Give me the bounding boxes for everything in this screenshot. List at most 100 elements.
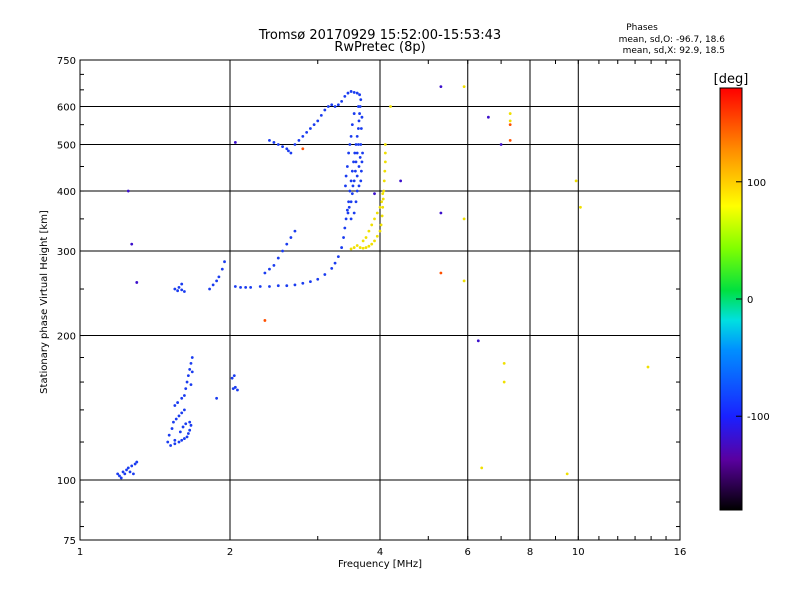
data-point — [330, 266, 334, 270]
data-point — [357, 165, 361, 168]
data-point — [349, 247, 353, 251]
data-point — [355, 134, 359, 138]
data-point — [349, 217, 353, 221]
data-point — [170, 427, 174, 430]
data-point — [358, 93, 361, 97]
colorbar-tick-label: 100 — [747, 178, 766, 189]
data-point — [232, 374, 236, 378]
data-point — [217, 275, 221, 279]
data-point — [236, 388, 239, 392]
data-point — [344, 184, 347, 188]
data-point — [342, 236, 345, 239]
data-point — [373, 239, 376, 243]
data-point — [233, 141, 237, 144]
data-point — [172, 420, 175, 424]
data-point — [382, 189, 386, 193]
data-point — [244, 285, 248, 289]
data-point — [180, 288, 184, 292]
data-point — [272, 263, 276, 267]
data-point — [178, 430, 182, 434]
data-point — [276, 143, 280, 146]
data-point — [301, 147, 305, 151]
data-point — [352, 211, 356, 215]
chart-title: Tromsø 20170929 15:52:00-15:53:43 — [258, 28, 501, 43]
data-point — [508, 123, 512, 127]
data-point — [375, 234, 379, 238]
data-point — [177, 414, 181, 418]
data-point — [357, 119, 361, 123]
data-point — [360, 160, 364, 164]
data-point — [358, 156, 362, 159]
data-point — [354, 200, 358, 204]
data-point — [126, 189, 130, 193]
data-point — [323, 273, 327, 276]
data-point — [285, 284, 289, 288]
colorbar-label: [deg] — [714, 72, 749, 87]
data-point — [439, 85, 443, 89]
data-point — [301, 281, 305, 285]
data-point — [268, 285, 271, 288]
data-point — [502, 361, 506, 365]
data-point — [336, 103, 340, 107]
data-point — [135, 281, 139, 284]
data-point — [354, 143, 358, 146]
data-point — [189, 361, 193, 365]
colorbar-tick-label: -100 — [747, 412, 770, 423]
y-tick-label: 200 — [57, 332, 76, 343]
data-point — [182, 290, 186, 293]
data-point — [355, 244, 359, 247]
data-point — [579, 205, 582, 209]
data-point — [352, 112, 356, 115]
data-point — [346, 211, 350, 215]
data-point — [367, 229, 371, 233]
data-point — [181, 425, 185, 429]
data-point — [281, 145, 284, 149]
data-point — [182, 394, 186, 397]
data-point — [574, 179, 578, 183]
data-points — [116, 85, 650, 480]
data-point — [230, 376, 234, 380]
data-point — [360, 115, 364, 119]
data-point — [345, 165, 349, 168]
data-point — [173, 438, 177, 442]
data-point — [316, 277, 320, 281]
data-point — [350, 169, 354, 173]
gridlines — [80, 60, 680, 540]
data-point — [287, 149, 290, 153]
y-tick-label: 600 — [57, 103, 76, 114]
phase-stats-x-line: mean, sd,X: 92.9, 18.5 — [623, 46, 725, 56]
phase-stats-heading: Phases — [626, 23, 658, 33]
data-point — [381, 192, 385, 196]
phase-stats-o-line: mean, sd,O: -96.7, 18.6 — [619, 35, 726, 45]
data-point — [118, 474, 121, 478]
data-point — [356, 127, 360, 130]
data-point — [276, 256, 280, 260]
data-point — [293, 229, 297, 233]
data-point — [359, 179, 363, 183]
data-point — [357, 184, 361, 188]
data-point — [289, 151, 293, 155]
data-point — [344, 217, 348, 221]
data-point — [350, 192, 354, 196]
data-point — [361, 246, 365, 250]
data-point — [184, 422, 188, 426]
data-point — [333, 261, 337, 265]
data-point — [355, 174, 359, 178]
data-point — [289, 236, 293, 239]
data-point — [263, 271, 267, 275]
data-point — [439, 271, 443, 275]
data-point — [347, 205, 351, 209]
data-point — [132, 472, 135, 476]
data-point — [166, 440, 170, 444]
data-point — [173, 287, 177, 291]
data-point — [186, 374, 190, 378]
data-point — [173, 404, 177, 407]
data-point — [185, 380, 189, 384]
data-point — [268, 138, 271, 142]
y-axis-label: Stationary phase Virtual Height [km] — [39, 210, 50, 394]
data-point — [383, 143, 387, 146]
data-point — [263, 319, 267, 322]
data-point — [346, 91, 350, 95]
data-point — [130, 242, 134, 246]
